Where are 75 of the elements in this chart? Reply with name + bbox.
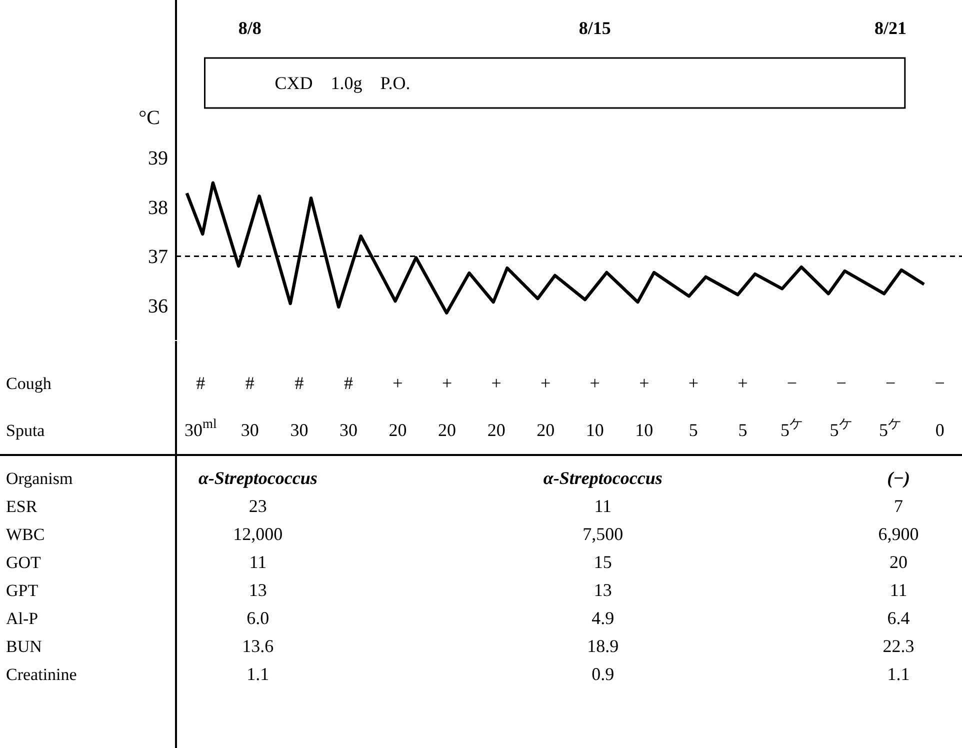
text: 5$^{ケ}$: [830, 416, 853, 440]
text: +: [491, 373, 502, 393]
text: Creatinine: [6, 665, 77, 684]
text: 15: [594, 552, 612, 572]
text: 11: [249, 552, 267, 572]
text: 30: [339, 420, 358, 440]
text: 30: [240, 420, 259, 440]
text: +: [688, 373, 699, 393]
text: +: [738, 373, 748, 393]
text: BUN: [6, 637, 42, 656]
text: −: [885, 373, 896, 393]
text: +: [639, 373, 650, 393]
text: 5: [688, 420, 698, 440]
text: +: [442, 373, 452, 393]
text: 12,000: [233, 524, 283, 544]
text: GOT: [6, 553, 42, 572]
text: 5$^{ケ}$: [780, 416, 804, 440]
text: 5$^{ケ}$: [879, 416, 902, 440]
text: −: [786, 373, 798, 393]
text: 7,500: [582, 524, 624, 544]
text: 13.6: [242, 636, 274, 656]
text: −: [934, 373, 945, 393]
text: GPT: [6, 581, 39, 600]
y-tick-label: 36: [148, 296, 168, 318]
text: 5: [738, 420, 748, 440]
text: −: [836, 373, 846, 393]
text: Cough: [6, 374, 52, 393]
y-tick-label: 39: [148, 148, 168, 170]
text: 20: [890, 552, 908, 572]
text: α-Streptococcus: [198, 468, 318, 488]
text: #: [245, 373, 254, 393]
text: 30: [290, 420, 308, 440]
text: 20: [438, 420, 456, 440]
y-tick-label: 38: [148, 196, 168, 219]
text: +: [590, 373, 600, 393]
text: 10: [635, 420, 654, 440]
text: 6.4: [887, 608, 910, 628]
x-tick-label: 8/15: [578, 18, 611, 38]
text: 0.9: [592, 664, 614, 684]
x-tick-label: 8/21: [874, 18, 907, 38]
text: #: [196, 373, 206, 393]
text: 18.9: [587, 636, 619, 656]
text: 1.1: [246, 664, 270, 684]
y-axis-title: °C: [138, 107, 160, 129]
text: 1.1: [887, 664, 910, 684]
text: 20: [388, 420, 407, 440]
text: #: [344, 373, 353, 393]
y-tick-label: 37: [148, 246, 168, 268]
text: 13: [248, 580, 267, 600]
text: 4.9: [592, 608, 614, 628]
text: +: [392, 373, 403, 393]
text: 11: [594, 496, 612, 516]
x-tick-label: 8/8: [238, 18, 262, 38]
text: 6.0: [246, 608, 270, 628]
text: #: [294, 373, 304, 393]
text: (−): [887, 468, 910, 488]
text: Al-P: [6, 609, 38, 628]
text: 20: [487, 420, 506, 440]
text: 11: [890, 580, 908, 600]
text: 0: [935, 420, 944, 440]
text: 7: [894, 496, 904, 516]
band-label: CXD 1.0g P.O.: [274, 73, 410, 93]
text: 22.3: [882, 636, 914, 656]
text: +: [540, 373, 551, 393]
text: Sputa: [6, 421, 46, 440]
text: 10: [586, 420, 604, 440]
text: Organism: [6, 469, 73, 488]
text: 23: [248, 496, 267, 516]
text: 20: [536, 420, 555, 440]
text: 6,900: [878, 524, 919, 544]
text: WBC: [6, 525, 45, 544]
text: 30$^{ml}$: [184, 416, 218, 440]
text: 13: [594, 580, 612, 600]
text: α-Streptococcus: [543, 468, 662, 488]
text: ESR: [6, 497, 38, 516]
